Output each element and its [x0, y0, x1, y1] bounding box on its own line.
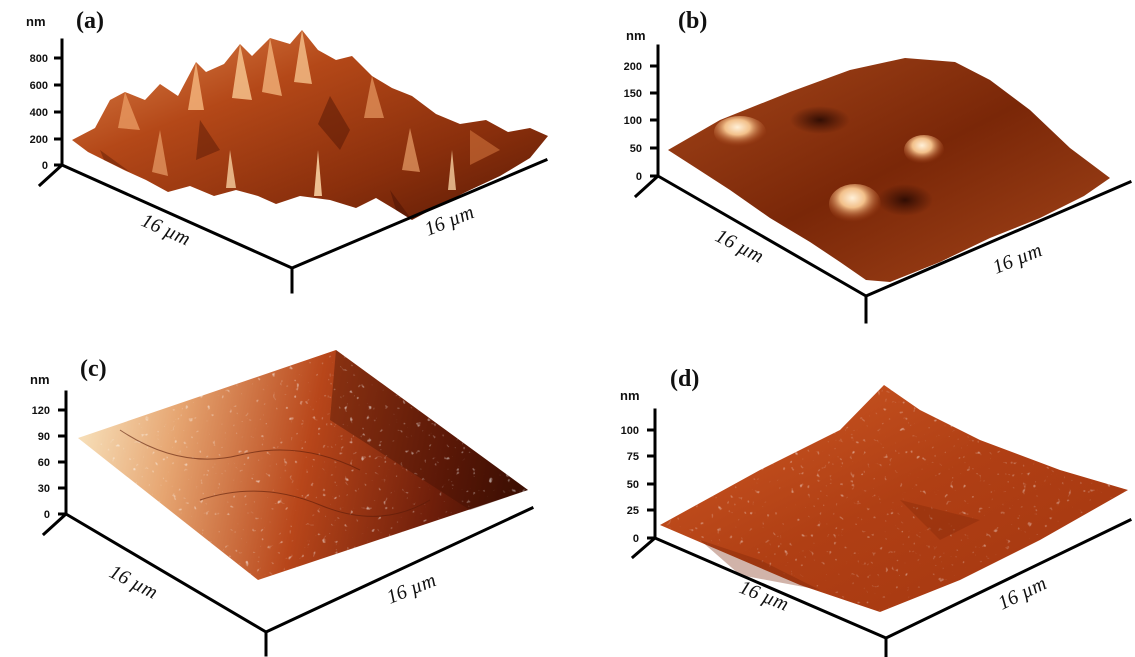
panel-c: nm (c) 120 90 60 30 0 16 µm 16 µm — [30, 350, 534, 657]
y-size-label-b: 16 µm — [990, 239, 1045, 278]
panel-label-c: (c) — [80, 356, 107, 382]
z-tick-c-3: 30 — [38, 483, 50, 495]
z-unit-b: nm — [626, 28, 646, 43]
z-tick-d-1: 75 — [627, 451, 639, 463]
panel-b: nm (b) 200 150 100 50 0 16 µm 16 µm — [624, 8, 1132, 324]
y-size-label-c: 16 µm — [384, 569, 439, 608]
x-size-label-b: 16 µm — [712, 225, 767, 268]
z-tick-c-2: 60 — [38, 457, 50, 469]
z-tick-a-2: 400 — [30, 107, 48, 119]
axes-b — [633, 44, 1132, 324]
z-unit-c: nm — [30, 372, 50, 387]
z-tick-a-0: 800 — [30, 53, 48, 65]
z-tick-b-1: 150 — [624, 88, 642, 100]
z-tick-b-3: 50 — [630, 143, 642, 155]
x-size-label-c: 16 µm — [106, 561, 161, 604]
afm-surface-b — [668, 58, 1110, 282]
afm-surface-c — [78, 350, 528, 580]
z-tick-c-4: 0 — [44, 509, 50, 521]
bump-b-1 — [714, 116, 766, 148]
axes-d — [630, 408, 1133, 657]
z-tick-b-4: 0 — [636, 171, 642, 183]
panel-a: nm (a) 800 600 400 200 0 16 µm 16 µm — [26, 8, 548, 294]
z-tick-d-4: 0 — [633, 533, 639, 545]
axes-c — [41, 390, 534, 657]
z-tick-b-0: 200 — [624, 61, 642, 73]
z-tick-a-4: 0 — [42, 160, 48, 172]
z-tick-c-1: 90 — [38, 431, 50, 443]
afm-surface-d — [660, 385, 1128, 612]
z-tick-a-3: 200 — [30, 134, 48, 146]
z-tick-b-2: 100 — [624, 115, 642, 127]
z-tick-d-3: 25 — [627, 505, 639, 517]
panel-label-a: (a) — [76, 8, 104, 34]
panel-label-b: (b) — [678, 8, 707, 34]
panel-label-d: (d) — [670, 366, 699, 392]
z-tick-c-0: 120 — [32, 405, 50, 417]
panel-d: nm (d) 100 75 50 25 0 16 µm 16 µm — [620, 366, 1133, 657]
y-size-label-d: 16 µm — [995, 572, 1050, 614]
axes-a — [37, 38, 548, 294]
z-tick-a-1: 600 — [30, 80, 48, 92]
z-unit-a: nm — [26, 14, 46, 29]
x-size-label-a: 16 µm — [138, 209, 194, 250]
z-tick-d-2: 50 — [627, 479, 639, 491]
afm-surface-a — [72, 30, 548, 220]
z-tick-d-0: 100 — [621, 425, 639, 437]
z-unit-d: nm — [620, 388, 640, 403]
bump-b-3 — [829, 184, 881, 224]
bump-b-2 — [904, 135, 944, 165]
